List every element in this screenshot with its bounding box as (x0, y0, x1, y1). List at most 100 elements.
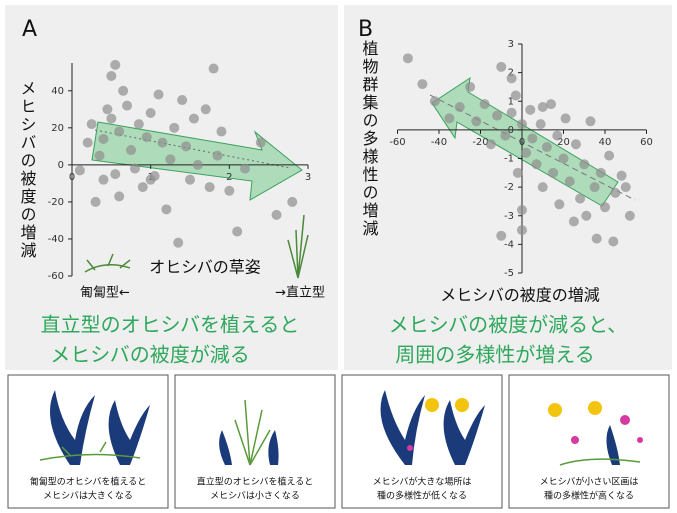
point (161, 204, 171, 214)
illustration-box (8, 375, 168, 508)
point (486, 139, 496, 149)
point (287, 197, 297, 207)
caption: 直立型のオヒシバを植えると (41, 313, 300, 337)
point (579, 159, 589, 169)
point (538, 102, 548, 112)
point (193, 160, 203, 170)
point (596, 168, 606, 178)
illustration-caption: メヒシバは小さくなる (210, 491, 300, 502)
y-tick-label: 40 (51, 86, 64, 97)
point (98, 175, 108, 185)
point (75, 165, 85, 175)
point (575, 194, 585, 204)
illustration-caption: メヒシバは大きくなる (43, 490, 133, 502)
point (500, 131, 510, 141)
y-tick-label: -2 (504, 182, 514, 193)
point (83, 138, 93, 148)
point (134, 119, 144, 129)
point (232, 227, 242, 237)
y-tick-label: 3 (508, 39, 514, 50)
point (98, 134, 108, 144)
y-axis-label: メヒシバの被度の増減 (18, 80, 37, 260)
y-tick-label: -3 (504, 211, 514, 222)
point (444, 113, 454, 123)
point (216, 127, 226, 137)
y-tick-label: -5 (504, 268, 514, 279)
y-tick-label: -40 (48, 234, 64, 245)
point (185, 175, 195, 185)
point (471, 116, 481, 126)
x-tick-label: -40 (431, 137, 447, 148)
point (102, 104, 112, 114)
x-tick-label: 0 (69, 172, 75, 183)
point (130, 164, 140, 174)
point (114, 191, 124, 201)
illustration-caption: メヒシバが大きな場所は (373, 476, 472, 488)
point (561, 113, 571, 123)
point (552, 131, 562, 141)
point (521, 148, 531, 158)
point (173, 238, 183, 248)
point (146, 108, 156, 118)
point (621, 182, 631, 192)
y-tick-label: -4 (504, 239, 514, 250)
point (165, 154, 175, 164)
point (430, 96, 440, 106)
point (527, 133, 537, 143)
point (571, 139, 581, 149)
x-right-label: →直立型 (275, 286, 325, 301)
point (496, 62, 506, 72)
point (181, 141, 191, 151)
point (403, 53, 413, 63)
panel-label: A (22, 17, 37, 42)
point (617, 171, 627, 181)
point (565, 176, 575, 186)
x-axis-label: オヒシバの草姿 (149, 258, 261, 277)
x-tick-label: 0 (519, 137, 525, 148)
point (513, 168, 523, 178)
point (110, 60, 120, 70)
illustration-caption: 直立型のオヒシバを植えると (197, 476, 313, 488)
y-tick-label: 20 (51, 123, 64, 134)
point (625, 211, 635, 221)
y-tick-label: -20 (48, 197, 64, 208)
x-tick-label: 2 (226, 172, 232, 183)
point (496, 231, 506, 241)
point (142, 132, 152, 142)
point (525, 105, 535, 115)
point (106, 114, 116, 124)
panel-label: B (358, 17, 373, 42)
point (559, 154, 569, 164)
point (114, 127, 124, 137)
point (455, 102, 465, 112)
point (126, 145, 136, 155)
point (532, 159, 542, 169)
point (87, 119, 97, 129)
point (538, 182, 548, 192)
point (240, 164, 250, 174)
point (536, 119, 546, 129)
point (492, 111, 502, 121)
x-tick-label: 3 (305, 172, 311, 183)
point (177, 95, 187, 105)
caption: メヒシバの被度が減る (50, 343, 249, 367)
point (189, 114, 199, 124)
y-tick-label: -60 (48, 271, 64, 282)
x-tick-label: 60 (640, 137, 653, 148)
point (517, 225, 527, 235)
point (146, 175, 156, 185)
point (590, 182, 600, 192)
point (417, 79, 427, 89)
point (465, 82, 475, 92)
point (608, 237, 618, 247)
point (592, 234, 602, 244)
point (122, 101, 132, 111)
point (224, 186, 234, 196)
point (554, 199, 564, 209)
illustration-box (509, 375, 669, 508)
point (581, 211, 591, 221)
x-axis-label: メヒシバの被度の増減 (440, 286, 600, 305)
point (542, 142, 552, 152)
y-tick-label: 0 (58, 160, 64, 171)
point (169, 123, 179, 133)
